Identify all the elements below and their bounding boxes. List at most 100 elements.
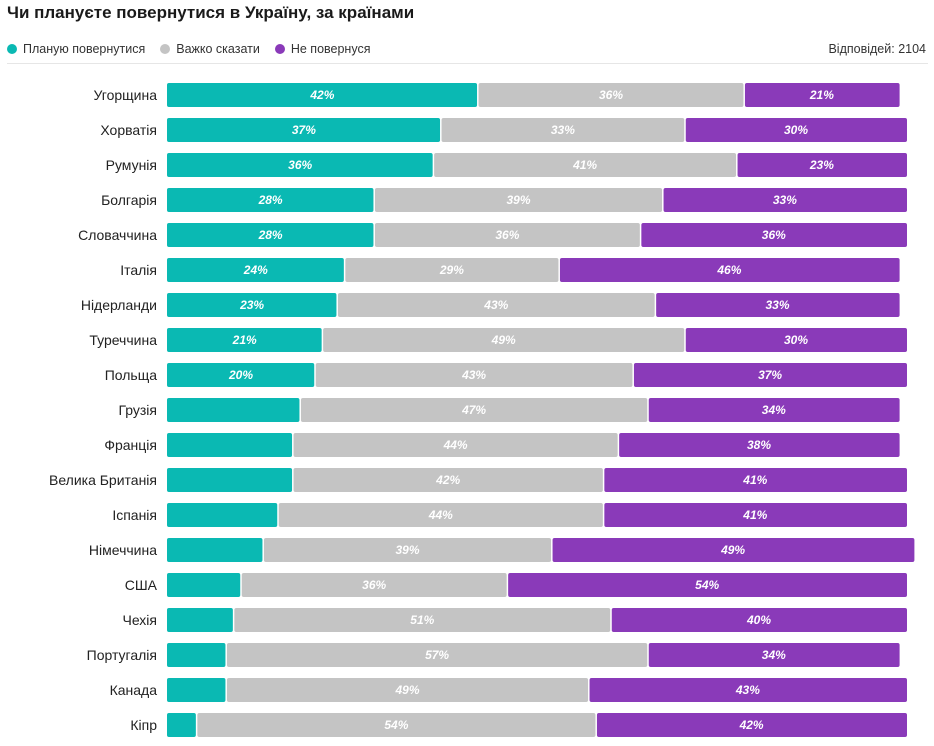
bar-segment-hard[interactable] [234, 608, 611, 632]
bar-segment-hard[interactable] [278, 503, 603, 527]
bar-segment-hard[interactable] [323, 328, 685, 352]
bar-segment-not[interactable] [656, 293, 900, 317]
data-label-plan: 23% [239, 298, 264, 312]
category-label: Румунія [106, 157, 157, 173]
bar-segment-hard[interactable] [293, 468, 603, 492]
bar-segment-plan[interactable] [167, 468, 293, 492]
legend-label-hard: Важко сказати [176, 42, 260, 56]
category-label: Хорватія [100, 122, 157, 138]
bar-segment-plan[interactable] [167, 503, 278, 527]
bar-segment-plan[interactable] [167, 398, 300, 422]
bar-segment-plan[interactable] [167, 188, 374, 212]
bar-segment-hard[interactable] [263, 538, 552, 562]
data-label-hard: 57% [425, 648, 449, 662]
bar-segment-not[interactable] [648, 643, 900, 667]
bar-segment-plan[interactable] [167, 223, 374, 247]
category-label: Іспанія [112, 507, 157, 523]
category-label: Німеччина [89, 542, 157, 558]
bar-segment-plan[interactable] [167, 118, 441, 142]
data-label-hard: 43% [461, 368, 486, 382]
bar-segment-not[interactable] [641, 223, 907, 247]
data-label-hard: 54% [384, 718, 408, 732]
bar-segment-not[interactable] [633, 363, 907, 387]
data-label-not: 43% [735, 683, 760, 697]
data-label-not: 42% [739, 718, 764, 732]
bar-segment-not[interactable] [685, 328, 907, 352]
data-label-not: 54% [695, 578, 719, 592]
bar-segment-not[interactable] [648, 398, 900, 422]
bar-segment-hard[interactable] [197, 713, 596, 737]
data-label-not: 30% [784, 123, 808, 137]
bar-segment-plan[interactable] [167, 433, 293, 457]
bar-segment-hard[interactable] [226, 643, 648, 667]
category-label: Угорщина [94, 87, 158, 103]
bar-segment-not[interactable] [596, 713, 907, 737]
bar-segment-not[interactable] [619, 433, 900, 457]
bar-segment-not[interactable] [604, 468, 907, 492]
data-label-plan: 42% [309, 88, 334, 102]
bar-segment-plan[interactable] [167, 713, 196, 737]
bar-segment-plan[interactable] [167, 363, 315, 387]
category-label: Італія [120, 262, 157, 278]
category-label: Португалія [87, 647, 157, 663]
bar-segment-hard[interactable] [345, 258, 559, 282]
data-label-not: 38% [747, 438, 771, 452]
bar-segment-hard[interactable] [478, 83, 744, 107]
bar-segment-plan[interactable] [167, 293, 337, 317]
data-label-not: 49% [720, 543, 745, 557]
bar-segment-plan[interactable] [167, 608, 233, 632]
bar-segment-hard[interactable] [374, 188, 663, 212]
bar-segment-hard[interactable] [434, 153, 737, 177]
bar-segment-plan[interactable] [167, 678, 226, 702]
bar-segment-not[interactable] [685, 118, 907, 142]
legend-item-hard[interactable]: Важко сказати [160, 42, 260, 56]
category-label: Нідерланди [81, 297, 157, 313]
bar-segment-not[interactable] [737, 153, 907, 177]
legend-item-plan[interactable]: Планую повернутися [7, 42, 145, 56]
bar-segment-plan[interactable] [167, 573, 241, 597]
bar-segment-plan[interactable] [167, 643, 226, 667]
data-label-plan: 21% [232, 333, 257, 347]
data-label-plan: 28% [258, 193, 283, 207]
legend-item-not[interactable]: Не повернуся [274, 42, 370, 56]
bar-segment-plan[interactable] [167, 153, 433, 177]
bar-segment-not[interactable] [604, 503, 907, 527]
bar-segment-hard[interactable] [241, 573, 507, 597]
bar-segment-not[interactable] [508, 573, 907, 597]
bar-segment-plan[interactable] [167, 328, 322, 352]
bar-segment-hard[interactable] [315, 363, 633, 387]
bar-segment-hard[interactable] [300, 398, 648, 422]
bar-segment-hard[interactable] [293, 433, 618, 457]
bar-segment-hard[interactable] [441, 118, 685, 142]
bar-segment-plan[interactable] [167, 83, 478, 107]
bar-segment-plan[interactable] [167, 538, 263, 562]
data-label-not: 34% [762, 403, 786, 417]
data-label-hard: 36% [495, 228, 519, 242]
data-label-hard: 44% [443, 438, 468, 452]
data-label-not: 41% [742, 508, 767, 522]
data-label-hard: 29% [439, 263, 464, 277]
bar-segment-not[interactable] [559, 258, 900, 282]
data-label-hard: 47% [461, 403, 486, 417]
bar-segment-not[interactable] [552, 538, 915, 562]
bar-segment-not[interactable] [589, 678, 907, 702]
bar-segment-plan[interactable] [167, 258, 344, 282]
data-label-hard: 36% [599, 88, 623, 102]
bar-segment-not[interactable] [663, 188, 907, 212]
bar-segment-not[interactable] [744, 83, 900, 107]
data-label-hard: 41% [572, 158, 597, 172]
data-label-hard: 43% [483, 298, 508, 312]
data-label-not: 30% [784, 333, 808, 347]
bar-segment-hard[interactable] [337, 293, 655, 317]
chart-title: Чи плануєте повернутися в Україну, за кр… [7, 3, 415, 22]
data-label-hard: 42% [435, 473, 460, 487]
data-label-not: 33% [765, 298, 789, 312]
category-label: Словаччина [78, 227, 157, 243]
bar-segment-not[interactable] [611, 608, 907, 632]
header-divider [7, 63, 928, 64]
bar-segment-hard[interactable] [226, 678, 589, 702]
data-label-hard: 51% [410, 613, 434, 627]
bar-segment-hard[interactable] [374, 223, 640, 247]
data-label-not: 37% [758, 368, 782, 382]
data-label-hard: 39% [506, 193, 530, 207]
